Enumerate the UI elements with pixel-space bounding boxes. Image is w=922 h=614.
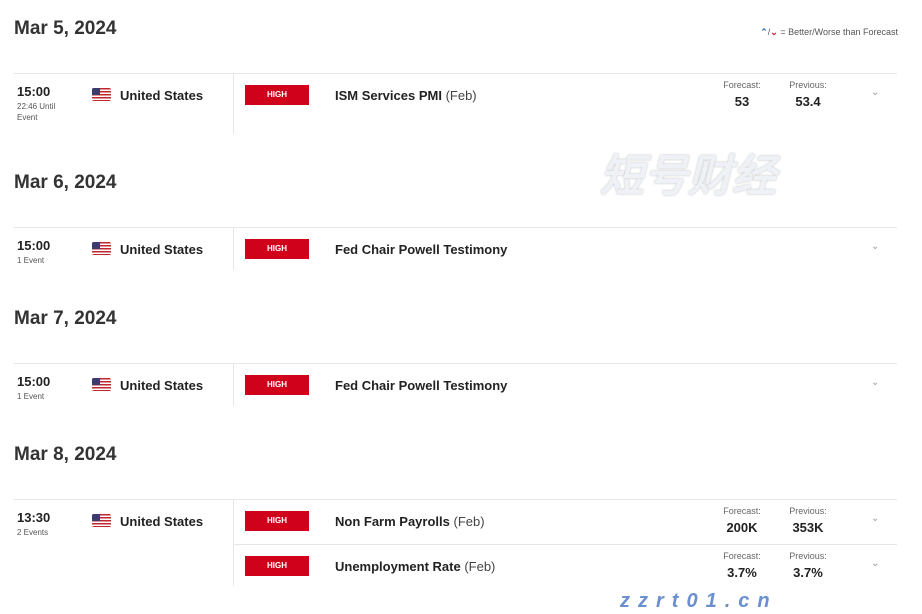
previous: Previous: 53.4 [789, 80, 827, 109]
day-group: 15:00 1 Event United States HIGH Fed Cha… [14, 227, 897, 271]
day-group: 13:30 2 Events United States HIGH Non Fa… [14, 499, 897, 587]
event-row[interactable]: HIGH Fed Chair Powell Testimony ⌄ [234, 364, 897, 408]
country-name: United States [120, 88, 204, 103]
chevron-down-icon[interactable]: ⌄ [871, 377, 880, 388]
date-header: Mar 5, 2024 [14, 18, 117, 39]
event-subtext: 1 Event [17, 392, 45, 401]
watermark-logo: 短号财经 [600, 152, 776, 201]
chevron-down-icon[interactable]: ⌄ [871, 513, 880, 524]
impact-badge: HIGH [245, 511, 309, 531]
impact-badge: HIGH [245, 556, 309, 576]
day-group: 15:00 1 Event United States HIGH Fed Cha… [14, 363, 897, 407]
impact-badge: HIGH [245, 375, 309, 395]
event-row[interactable]: HIGH Unemployment Rate (Feb) Forecast: 3.7… [234, 544, 897, 588]
country-cell: 15:00 22:46 Until Event United States [14, 74, 234, 134]
us-flag-icon [92, 242, 111, 255]
arrow-up-icon: ⌃ [760, 27, 768, 37]
event-title[interactable]: Fed Chair Powell Testimony [335, 378, 508, 393]
event-title[interactable]: Unemployment Rate (Feb) [335, 559, 496, 574]
chevron-down-icon[interactable]: ⌄ [871, 87, 880, 98]
event-time: 15:00 [17, 374, 51, 389]
country-cell: 13:30 2 Events United States [14, 500, 234, 586]
previous: Previous: 353K [789, 506, 827, 535]
event-row[interactable]: HIGH ISM Services PMI (Feb) Forecast: 53 P… [234, 74, 897, 118]
event-title[interactable]: Non Farm Payrolls (Feb) [335, 514, 485, 529]
event-row[interactable]: HIGH Non Farm Payrolls (Feb) Forecast: 200… [234, 500, 897, 544]
event-subtext: 1 Event [17, 256, 45, 265]
country-name: United States [120, 378, 204, 393]
impact-badge: HIGH [245, 239, 309, 259]
date-header: Mar 6, 2024 [14, 172, 117, 193]
arrow-down-icon: ⌄ [770, 27, 778, 37]
day-group: 15:00 22:46 Until Event United States HI… [14, 73, 897, 135]
previous: Previous: 3.7% [789, 551, 827, 580]
country-cell: 15:00 1 Event United States [14, 364, 234, 406]
date-header: Mar 7, 2024 [14, 308, 117, 329]
us-flag-icon [92, 514, 111, 527]
event-title[interactable]: ISM Services PMI (Feb) [335, 88, 477, 103]
country-name: United States [120, 242, 204, 257]
event-time: 15:00 [17, 238, 51, 253]
event-time: 15:00 [17, 84, 51, 99]
forecast: Forecast: 53 [723, 80, 761, 109]
country-name: United States [120, 514, 204, 529]
watermark-url: zzrt01.cn [620, 590, 778, 612]
forecast: Forecast: 3.7% [723, 551, 761, 580]
event-subtext: 2 Events [17, 528, 49, 537]
country-cell: 15:00 1 Event United States [14, 228, 234, 270]
chevron-down-icon[interactable]: ⌄ [871, 241, 880, 252]
event-time: 13:30 [17, 510, 51, 525]
us-flag-icon [92, 88, 111, 101]
forecast-legend: ⌃/⌄ = Better/Worse than Forecast [760, 27, 898, 37]
date-header: Mar 8, 2024 [14, 444, 117, 465]
event-row[interactable]: HIGH Fed Chair Powell Testimony ⌄ [234, 228, 897, 272]
impact-badge: HIGH [245, 85, 309, 105]
event-subtext: 22:46 Until Event [17, 102, 56, 122]
event-title[interactable]: Fed Chair Powell Testimony [335, 242, 508, 257]
forecast: Forecast: 200K [723, 506, 761, 535]
chevron-down-icon[interactable]: ⌄ [871, 558, 880, 569]
us-flag-icon [92, 378, 111, 391]
